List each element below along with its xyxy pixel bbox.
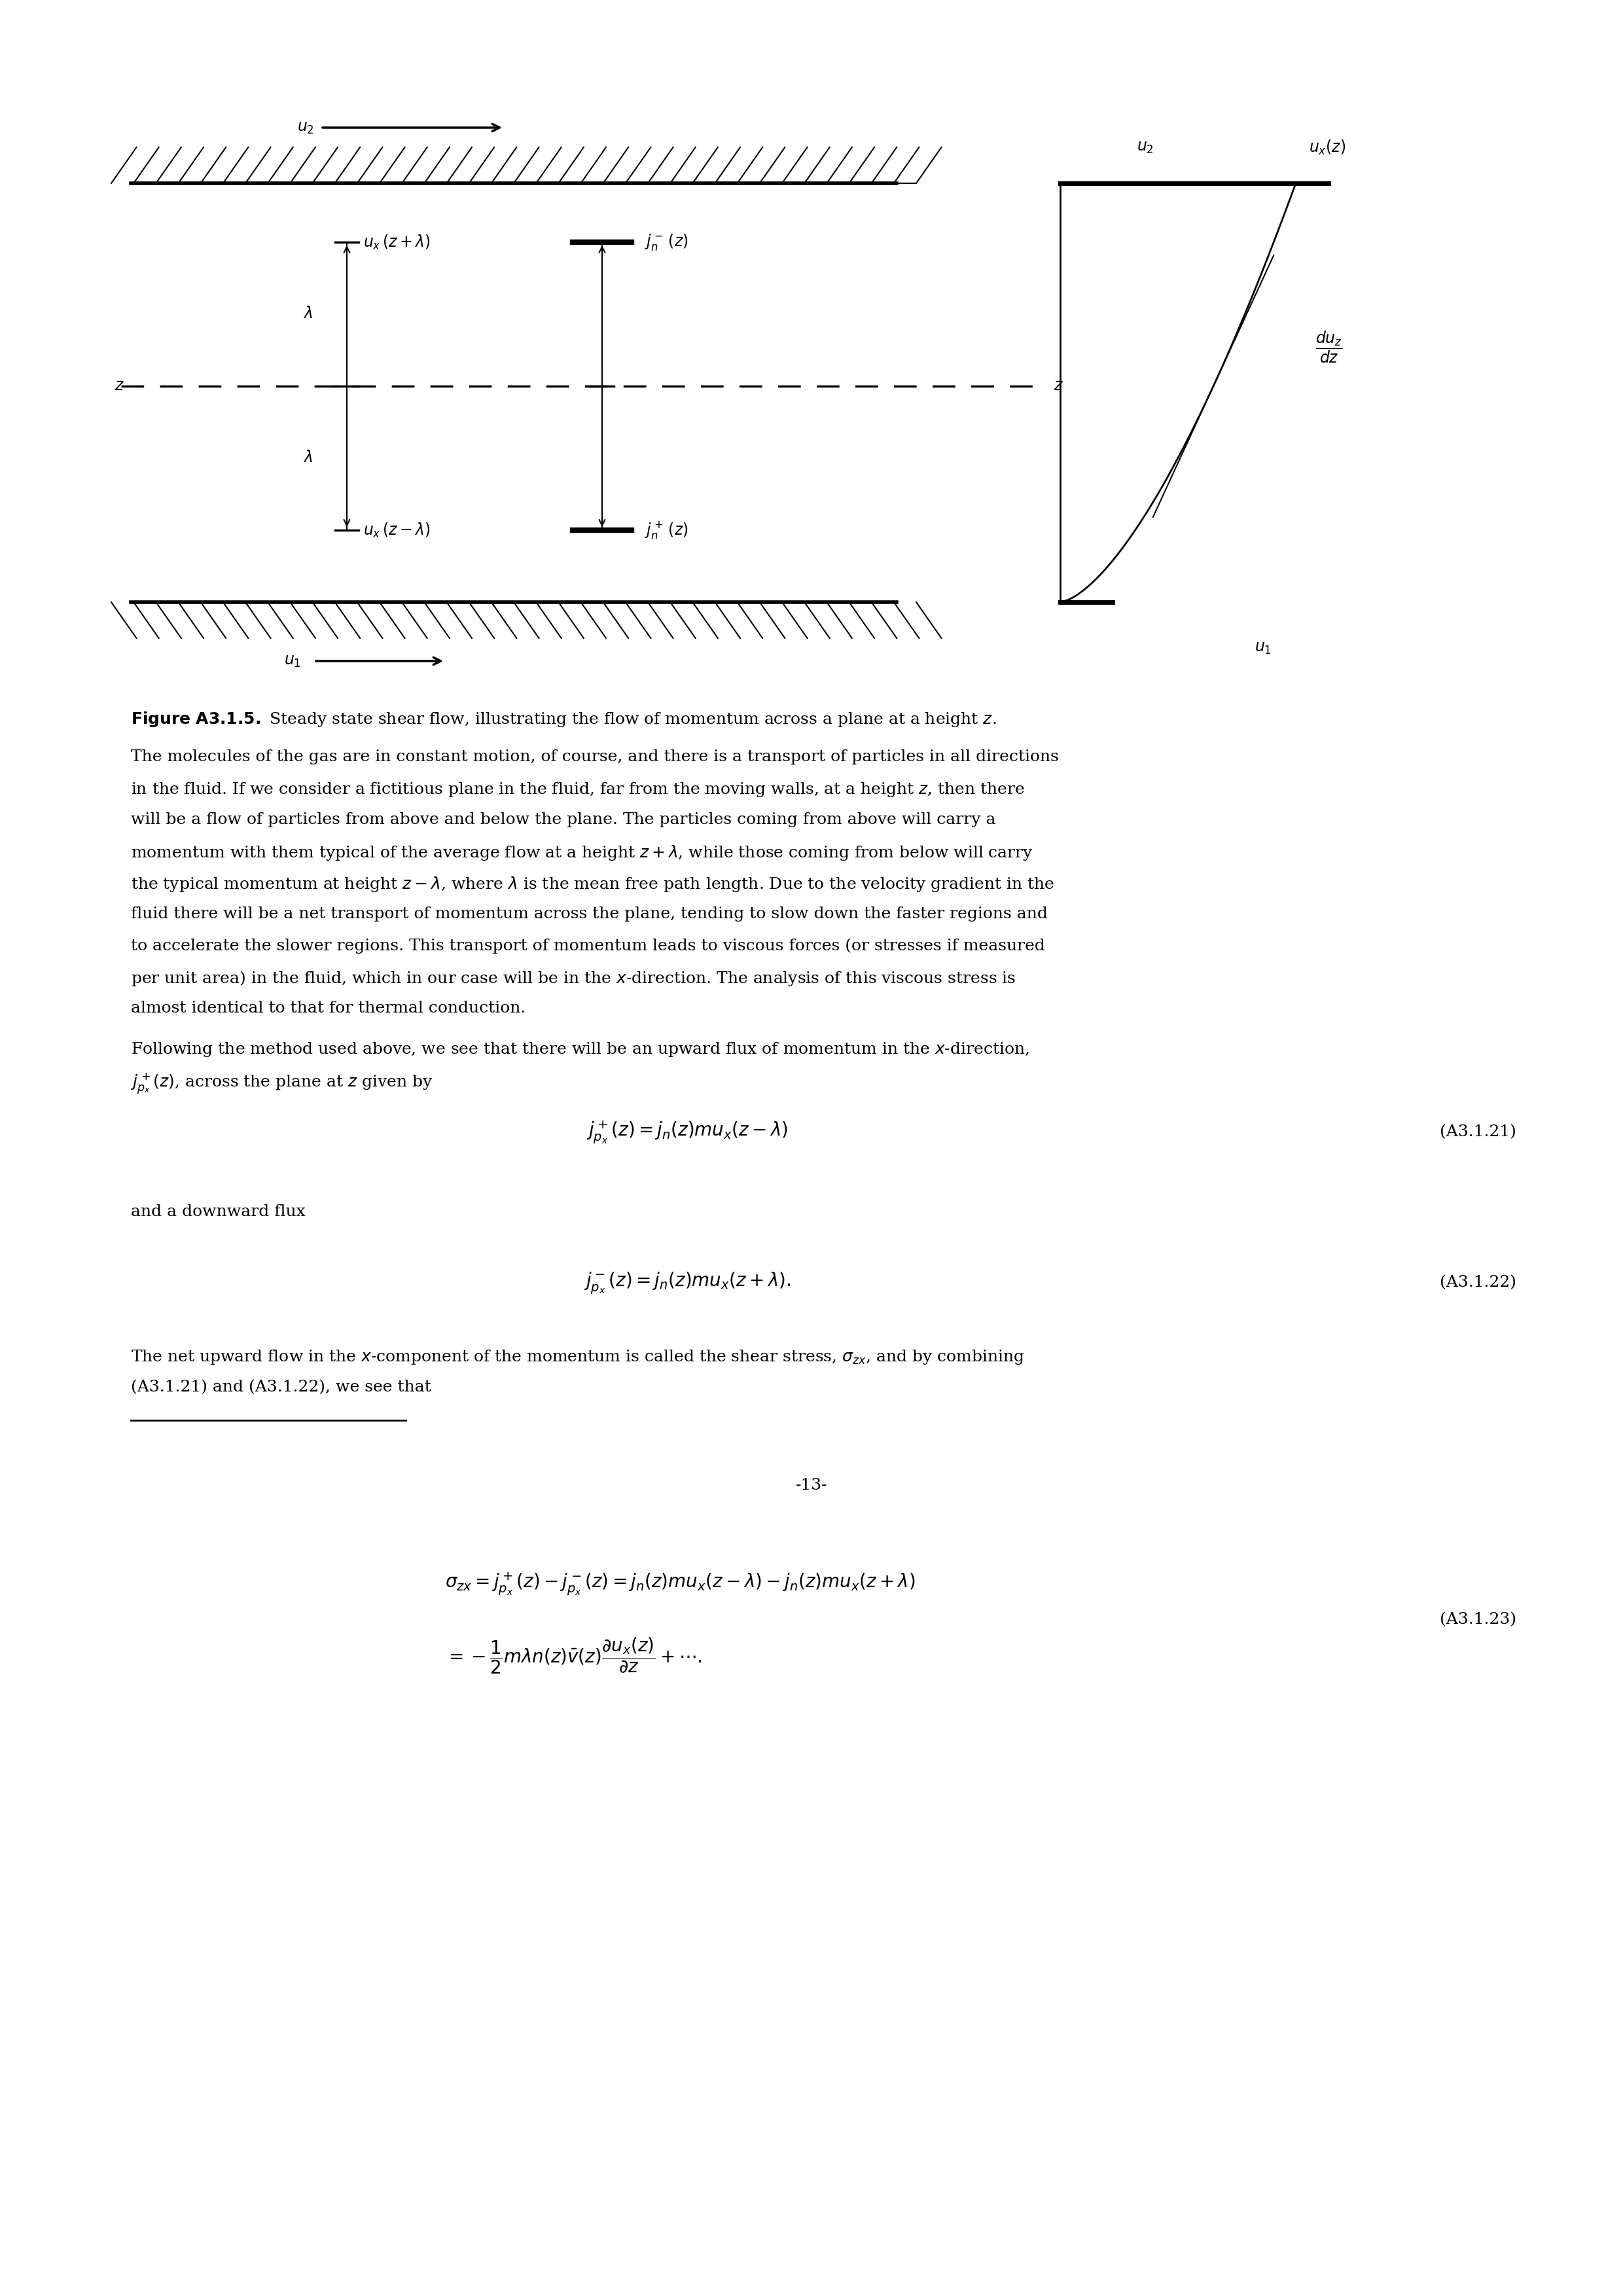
Text: $\mathbf{Figure\ A3.1.5.}$ Steady state shear flow, illustrating the flow of mom: $\mathbf{Figure\ A3.1.5.}$ Steady state … [131, 709, 997, 728]
Text: $\lambda$: $\lambda$ [304, 450, 312, 466]
Text: $u_2$: $u_2$ [1136, 140, 1154, 154]
Text: in the fluid. If we consider a fictitious plane in the fluid, far from the movin: in the fluid. If we consider a fictitiou… [131, 781, 1024, 799]
Text: per unit area) in the fluid, which in our case will be in the $x$-direction. The: per unit area) in the fluid, which in ou… [131, 969, 1016, 987]
Text: to accelerate the slower regions. This transport of momentum leads to viscous fo: to accelerate the slower regions. This t… [131, 937, 1045, 953]
Text: -13-: -13- [795, 1479, 828, 1492]
Text: $\dfrac{du_z}{dz}$: $\dfrac{du_z}{dz}$ [1315, 328, 1342, 365]
Text: $u_x\,(z - \lambda)$: $u_x\,(z - \lambda)$ [364, 521, 430, 540]
Text: $z$: $z$ [115, 379, 125, 393]
Text: $z$: $z$ [1053, 379, 1063, 393]
Text: $\sigma_{zx} = j^+_{p_x}(z) - j^-_{p_x}(z) = j_n(z)mu_x(z - \lambda) - j_n(z)mu_: $\sigma_{zx} = j^+_{p_x}(z) - j^-_{p_x}(… [445, 1570, 915, 1596]
Text: $j_n^-\,(z)$: $j_n^-\,(z)$ [644, 232, 688, 253]
Text: $j^-_{p_x}(z) = j_n(z)mu_x(z + \lambda).$: $j^-_{p_x}(z) = j_n(z)mu_x(z + \lambda).… [584, 1270, 790, 1295]
Text: will be a flow of particles from above and below the plane. The particles coming: will be a flow of particles from above a… [131, 813, 997, 827]
Text: $u_x(z)$: $u_x(z)$ [1308, 138, 1345, 156]
Text: $j^+_{p_x}(z)$, across the plane at $z$ given by: $j^+_{p_x}(z)$, across the plane at $z$ … [131, 1072, 433, 1095]
Text: and a downward flux: and a downward flux [131, 1205, 305, 1219]
Text: (A3.1.21) and (A3.1.22), we see that: (A3.1.21) and (A3.1.22), we see that [131, 1380, 432, 1394]
Text: (A3.1.22): (A3.1.22) [1440, 1274, 1516, 1290]
Text: $\lambda$: $\lambda$ [304, 308, 312, 321]
Text: $j^+_{p_x}(z) = j_n(z)mu_x(z - \lambda)$: $j^+_{p_x}(z) = j_n(z)mu_x(z - \lambda)$ [586, 1120, 789, 1146]
Text: $u_1$: $u_1$ [284, 654, 300, 668]
Text: (A3.1.21): (A3.1.21) [1440, 1125, 1516, 1139]
Text: $u_1$: $u_1$ [1255, 641, 1271, 654]
Text: $u_x\,(z + \lambda)$: $u_x\,(z + \lambda)$ [364, 234, 430, 250]
Text: The molecules of the gas are in constant motion, of course, and there is a trans: The molecules of the gas are in constant… [131, 748, 1058, 765]
Text: the typical momentum at height $z - \lambda$, where $\lambda$ is the mean free p: the typical momentum at height $z - \lam… [131, 875, 1055, 893]
Text: $= -\dfrac{1}{2}m\lambda n(z)\bar{v}(z)\dfrac{\partial u_x(z)}{\partial z} + \cd: $= -\dfrac{1}{2}m\lambda n(z)\bar{v}(z)\… [445, 1637, 703, 1676]
Text: The net upward flow in the $x$-component of the momentum is called the shear str: The net upward flow in the $x$-component… [131, 1348, 1024, 1366]
Text: $j_n^+\,(z)$: $j_n^+\,(z)$ [644, 519, 688, 540]
Text: fluid there will be a net transport of momentum across the plane, tending to slo: fluid there will be a net transport of m… [131, 907, 1048, 921]
Text: $u_2$: $u_2$ [297, 119, 315, 135]
Text: momentum with them typical of the average flow at a height $z + \lambda$, while : momentum with them typical of the averag… [131, 843, 1034, 861]
Text: (A3.1.23): (A3.1.23) [1440, 1612, 1516, 1628]
Text: almost identical to that for thermal conduction.: almost identical to that for thermal con… [131, 1001, 526, 1015]
Text: Following the method used above, we see that there will be an upward flux of mom: Following the method used above, we see … [131, 1040, 1029, 1058]
